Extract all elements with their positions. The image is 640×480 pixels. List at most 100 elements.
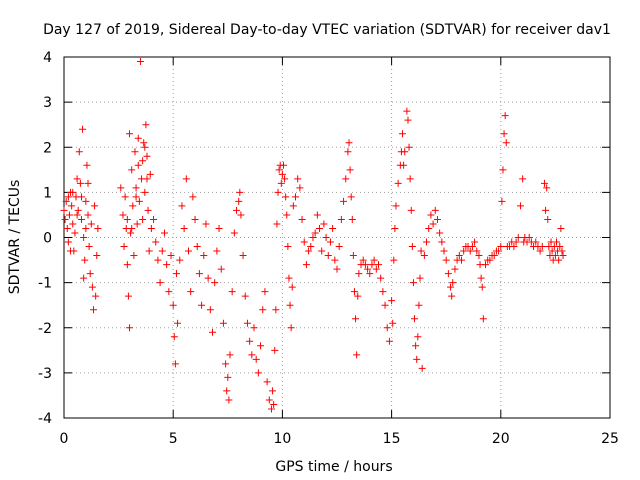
data-point	[132, 184, 140, 192]
data-point	[69, 220, 77, 228]
data-point	[413, 355, 421, 363]
data-point	[92, 292, 100, 300]
data-point	[170, 333, 178, 341]
y-tick-label: -1	[38, 276, 52, 292]
data-point	[394, 179, 402, 187]
data-point	[497, 243, 505, 251]
data-point	[288, 283, 296, 291]
data-point	[215, 224, 223, 232]
data-point	[257, 342, 265, 350]
data-point	[129, 202, 137, 210]
data-point	[322, 234, 330, 241]
data-point	[80, 234, 88, 241]
data-point	[169, 301, 177, 309]
data-point	[411, 315, 419, 323]
data-point	[152, 238, 160, 246]
data-point	[326, 238, 334, 246]
data-point	[187, 288, 195, 296]
data-point	[354, 292, 362, 300]
data-point	[145, 247, 153, 255]
data-point	[160, 229, 168, 237]
data-point	[204, 274, 212, 282]
data-point	[558, 247, 566, 255]
data-point	[134, 134, 142, 142]
data-point	[286, 301, 294, 309]
data-point	[433, 215, 441, 223]
data-point	[532, 238, 540, 246]
data-point	[241, 292, 249, 300]
data-point	[209, 328, 217, 336]
data-point	[267, 405, 275, 413]
data-point	[219, 319, 227, 327]
data-point	[510, 243, 518, 251]
data-point	[361, 261, 369, 269]
data-point	[409, 279, 417, 287]
data-point	[284, 243, 292, 251]
data-point	[374, 261, 382, 269]
data-point	[79, 125, 87, 133]
data-point	[250, 324, 258, 332]
y-tick-label: -2	[38, 321, 52, 337]
data-point	[370, 256, 378, 264]
data-point	[352, 315, 360, 323]
data-point	[514, 234, 522, 241]
data-point	[228, 288, 236, 296]
data-point	[331, 256, 339, 264]
x-tick-label: 10	[273, 431, 291, 447]
data-point	[482, 261, 490, 269]
data-point	[127, 229, 135, 237]
data-point	[519, 175, 527, 183]
data-point	[366, 270, 374, 278]
data-point	[309, 234, 317, 241]
data-point	[512, 238, 520, 246]
data-point	[383, 324, 391, 332]
data-point	[269, 387, 277, 395]
data-point	[500, 130, 508, 138]
data-point	[143, 152, 151, 160]
data-point	[300, 238, 308, 246]
data-point	[144, 206, 152, 214]
data-point	[538, 243, 546, 251]
data-point	[123, 215, 131, 223]
data-point	[516, 202, 524, 210]
data-point	[552, 238, 560, 246]
data-point	[73, 211, 81, 219]
data-point	[94, 224, 102, 232]
data-point	[329, 224, 337, 232]
data-point	[87, 220, 95, 228]
data-point	[139, 157, 147, 165]
data-point	[82, 224, 90, 232]
data-point	[355, 270, 363, 278]
data-point	[193, 243, 201, 251]
x-tick-label: 25	[601, 431, 619, 447]
data-point	[198, 301, 206, 309]
data-point	[287, 324, 295, 332]
data-point	[407, 206, 415, 214]
data-point	[379, 288, 387, 296]
data-point	[80, 274, 88, 282]
data-point	[425, 224, 433, 232]
data-point	[544, 215, 552, 223]
data-point	[81, 256, 89, 264]
data-point	[559, 252, 567, 260]
data-point	[281, 175, 289, 183]
data-point	[154, 256, 162, 264]
data-point	[128, 224, 136, 232]
data-point	[171, 360, 179, 368]
data-point	[479, 315, 487, 323]
x-tick-label: 15	[383, 431, 401, 447]
data-point	[189, 193, 197, 201]
data-point	[117, 184, 125, 192]
data-point	[163, 261, 171, 269]
data-point	[377, 274, 385, 282]
data-point	[213, 247, 221, 255]
data-point	[501, 112, 509, 120]
data-point	[277, 179, 285, 187]
data-point	[211, 279, 219, 287]
data-point	[475, 252, 483, 260]
data-point	[438, 238, 446, 246]
y-tick-label: 3	[43, 95, 52, 111]
y-tick-label: 1	[43, 185, 52, 201]
data-point	[82, 197, 90, 205]
